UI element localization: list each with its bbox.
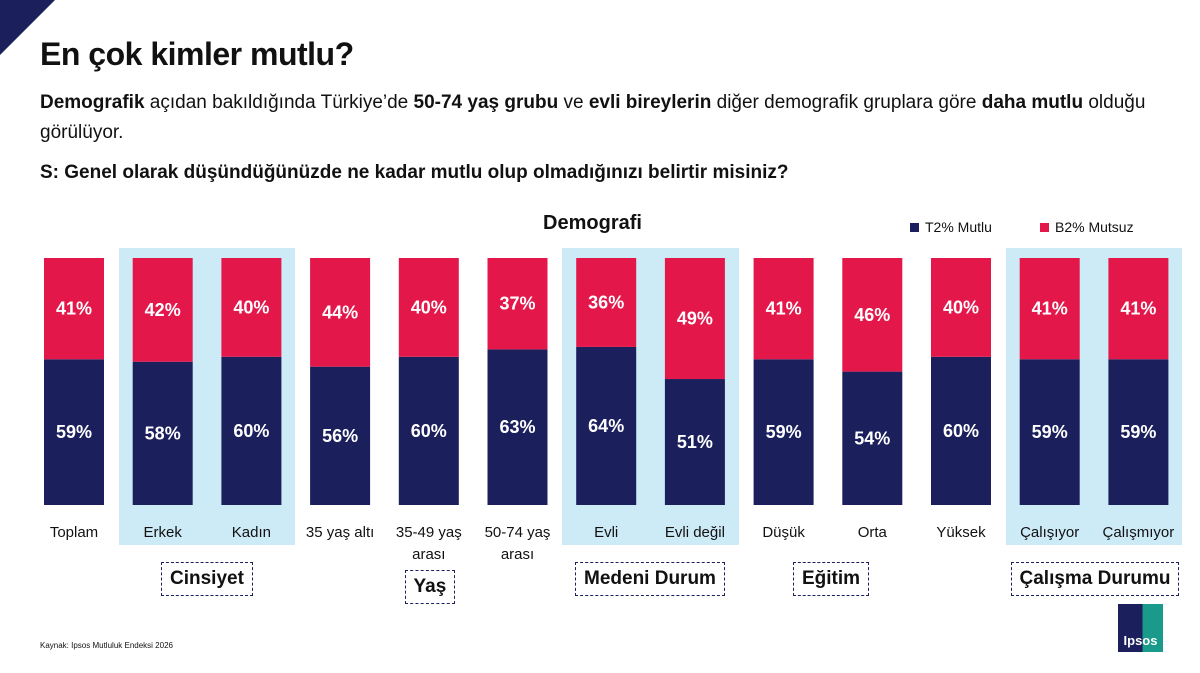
category-label: Evli [594, 524, 619, 541]
category-label: Erkek [143, 524, 182, 541]
page-title: En çok kimler mutlu? [40, 36, 354, 72]
data-label: 63% [499, 417, 535, 437]
subtitle-part: 50-74 yaş grubu [413, 92, 559, 113]
category-label: 35-49 yaş arası [395, 524, 462, 563]
legend-label: B2% Mutsuz [1055, 219, 1134, 235]
data-label: 41% [1032, 299, 1068, 319]
data-label: 40% [411, 297, 447, 317]
group-label: Eğitim [793, 562, 870, 596]
group-label: Çalışma Durumu [1010, 562, 1180, 596]
bar-segment [487, 258, 548, 350]
data-label: 54% [854, 428, 890, 448]
bar-segment [44, 258, 104, 360]
subtitle-part: olduğu görülüyor. [40, 92, 1146, 143]
bar-segment [487, 349, 548, 505]
data-label: 51% [677, 432, 713, 452]
bar-segment [221, 356, 282, 505]
data-label: 41% [1120, 299, 1156, 319]
data-label: 59% [56, 422, 92, 442]
bar-segment [842, 371, 903, 505]
data-label: 37% [499, 294, 535, 314]
bar-segment [576, 258, 637, 347]
legend-swatch [1040, 222, 1049, 232]
logo-text: Ipsos [1123, 633, 1158, 648]
category-label: 50-74 yaş arası [484, 524, 551, 563]
bar-segment [1108, 258, 1169, 360]
bar-segment [132, 258, 193, 362]
bar-segment [1019, 359, 1080, 505]
data-label: 60% [943, 421, 979, 441]
bar-segment [310, 366, 371, 505]
subtitle-part: diğer demografik gruplara göre [711, 92, 982, 113]
subtitle-part: evli bireylerin [588, 92, 712, 113]
bar-segment [1108, 359, 1169, 505]
data-label: 60% [233, 421, 269, 441]
group-label: Medeni Durum [575, 562, 725, 596]
category-label: Çalışmıyor [1102, 524, 1175, 541]
bar-segment [398, 356, 459, 505]
category-label: Yüksek [936, 524, 986, 541]
data-label: 56% [322, 426, 358, 446]
bar-segment [753, 258, 814, 360]
data-label: 46% [854, 305, 890, 325]
bar-segment [842, 258, 903, 372]
bar-segment [1019, 258, 1080, 360]
data-label: 41% [766, 299, 802, 319]
category-label: Toplam [49, 524, 99, 541]
legend-label: T2% Mutlu [925, 219, 992, 235]
bar-segment [576, 346, 637, 505]
data-label: 49% [677, 309, 713, 329]
ipsos-logo: Ipsos [1118, 604, 1163, 652]
data-label: 59% [1120, 422, 1156, 442]
bar-segment [44, 359, 104, 505]
bar-segment [221, 258, 282, 357]
subtitle-part: daha mutlu [981, 92, 1084, 113]
chart-title: Demografi [543, 212, 642, 234]
data-label: 64% [588, 416, 624, 436]
subtitle: Demografik açıdan bakıldığında Türkiye’d… [40, 88, 1160, 148]
bar-segment [664, 258, 725, 380]
data-label: 36% [588, 292, 624, 312]
bar-segment [310, 258, 371, 367]
bar-segment [664, 379, 725, 505]
subtitle-part: ve [558, 92, 589, 113]
category-label: Orta [857, 524, 887, 541]
data-label: 40% [233, 297, 269, 317]
category-label: Kadın [231, 524, 271, 541]
bar-segment [931, 356, 991, 505]
bar-segment [753, 359, 814, 505]
data-label: 59% [1032, 422, 1068, 442]
data-label: 41% [56, 299, 92, 319]
data-label: 40% [943, 297, 979, 317]
corner-decoration [0, 0, 55, 55]
data-label: 59% [766, 422, 802, 442]
source-note: Kaynak: Ipsos Mutluluk Endeksi 2026 [40, 641, 173, 650]
legend-item-unhappy: B2% Mutsuz [1040, 219, 1134, 235]
data-label: 58% [145, 423, 181, 443]
data-label: 60% [411, 421, 447, 441]
group-label: Yaş [404, 570, 456, 604]
bar-segment [398, 258, 459, 357]
category-label: Düşük [762, 524, 805, 541]
category-label: 35 yaş altı [305, 524, 375, 541]
group-label: Cinsiyet [161, 562, 253, 596]
bar-segment [132, 361, 193, 505]
subtitle-part: Demografik [40, 92, 145, 113]
legend-swatch [910, 222, 919, 232]
data-label: 42% [145, 300, 181, 320]
subtitle-part: açıdan bakıldığında Türkiye’de [144, 92, 414, 113]
question: S: Genel olarak düşündüğünüzde ne kadar … [40, 162, 789, 183]
legend-item-happy: T2% Mutlu [910, 219, 992, 235]
category-label: Çalışıyor [1020, 524, 1080, 541]
bar-segment [931, 258, 991, 357]
category-label: Evli değil [664, 524, 725, 541]
data-label: 44% [322, 302, 358, 322]
